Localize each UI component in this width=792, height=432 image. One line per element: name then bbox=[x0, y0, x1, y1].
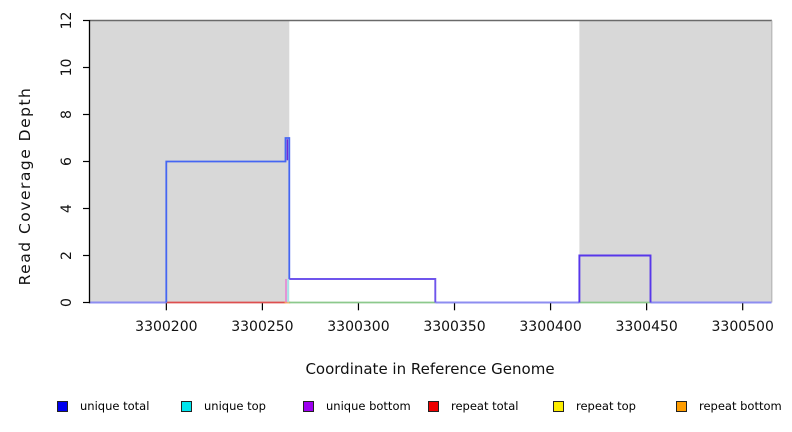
y-tick-label: 8 bbox=[59, 110, 75, 119]
y-tick-label: 12 bbox=[59, 12, 75, 30]
x-tick-label: 3300350 bbox=[423, 319, 485, 335]
legend-item-unique-total: unique total bbox=[57, 398, 149, 414]
unique-bottom-swatch-icon bbox=[303, 400, 314, 412]
legend-item-unique-bottom: unique bottom bbox=[303, 398, 411, 414]
plot-borders bbox=[89, 19, 773, 303]
depth2-step bbox=[578, 254, 652, 303]
axes bbox=[83, 19, 744, 311]
unique-total-swatch-icon bbox=[57, 400, 68, 412]
y-tick-label: 10 bbox=[59, 59, 75, 77]
coverage-series-lines bbox=[89, 137, 772, 304]
unique-total-main bbox=[165, 137, 291, 303]
x-tick-label: 3300450 bbox=[615, 319, 677, 335]
legend-item-repeat-total: repeat total bbox=[428, 398, 518, 414]
x-axis-title: Coordinate in Reference Genome bbox=[305, 360, 554, 378]
x-tick-label: 3300200 bbox=[135, 319, 197, 335]
legend-item-unique-top: unique top bbox=[181, 398, 266, 414]
legend-label: repeat total bbox=[451, 399, 519, 413]
y-axis-title: Read Coverage Depth bbox=[16, 87, 34, 286]
legend-label: unique bottom bbox=[326, 399, 411, 413]
legend: unique total unique top unique bottom repea… bbox=[0, 0, 792, 413]
legend-item-repeat-bottom: repeat bottom bbox=[676, 398, 782, 414]
depth1-step bbox=[289, 278, 437, 303]
x-tick-label: 3300250 bbox=[231, 319, 293, 335]
y-tick-label: 2 bbox=[59, 251, 75, 260]
repeat-bottom-swatch-icon bbox=[676, 400, 687, 412]
legend-label: repeat bottom bbox=[699, 399, 782, 413]
y-tick-label: 4 bbox=[59, 204, 75, 213]
x-tick-label: 3300500 bbox=[712, 319, 774, 335]
legend-label: unique top bbox=[204, 399, 266, 413]
y-tick-label: 6 bbox=[59, 157, 75, 166]
shaded-region bbox=[579, 20, 772, 303]
legend-label: unique total bbox=[80, 399, 150, 413]
repeat-total-swatch-icon bbox=[428, 400, 439, 412]
legend-item-repeat-top: repeat top bbox=[553, 398, 636, 414]
tick-labels: 3300200 3300250 3300300 3300350 3300400 33004… bbox=[59, 12, 774, 335]
unique-top-swatch-icon bbox=[181, 400, 192, 412]
legend-label: repeat top bbox=[576, 399, 636, 413]
repeat-top-swatch-icon bbox=[553, 400, 564, 412]
y-tick-label: 0 bbox=[59, 298, 75, 307]
x-tick-label: 3300400 bbox=[519, 319, 581, 335]
x-tick-label: 3300300 bbox=[327, 319, 389, 335]
